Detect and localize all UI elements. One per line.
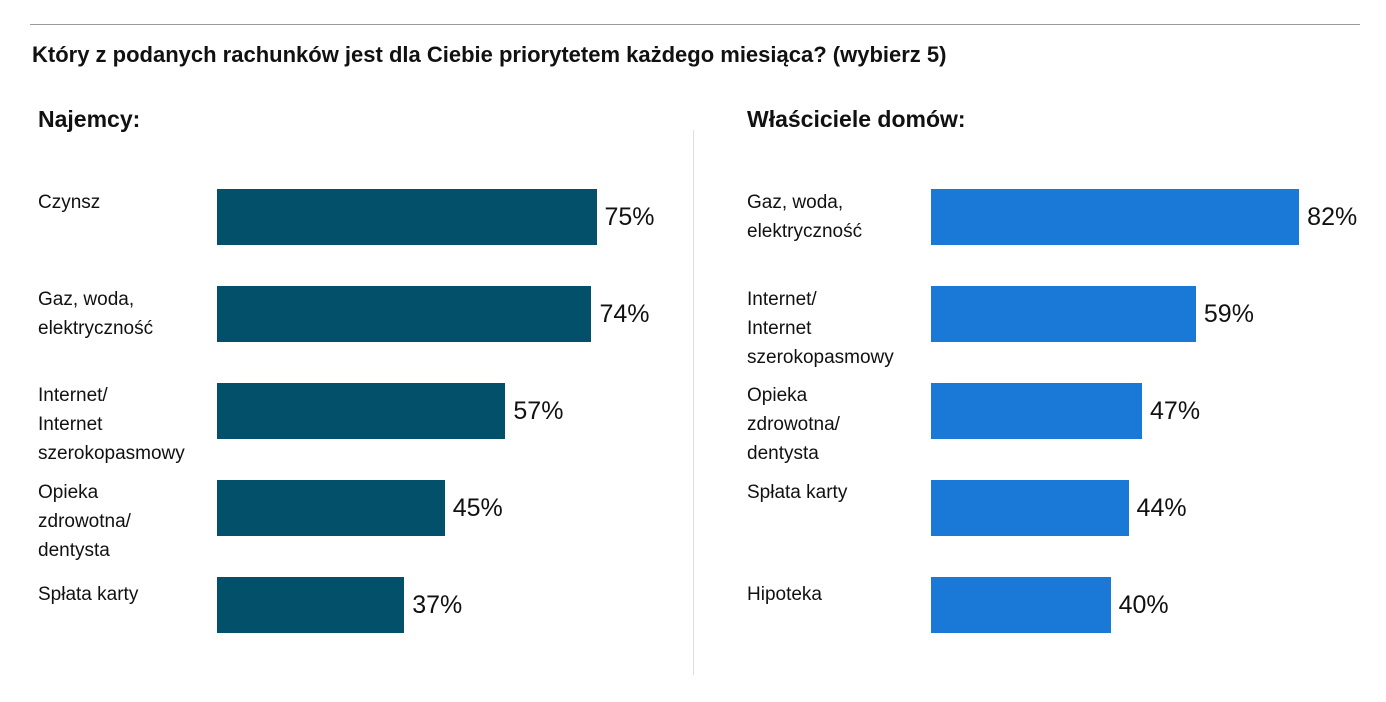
category-label: Internet/Internet szerokopasmowy <box>747 285 927 372</box>
category-label-line: Internet/ <box>747 289 817 310</box>
category-label: Gaz, woda, elektryczność <box>747 188 927 246</box>
category-label-line: Internet <box>747 318 812 339</box>
category-label-line: elektryczność <box>747 221 863 242</box>
category-label-line: Gaz, woda, <box>747 192 844 213</box>
category-label-line: Internet/ <box>38 385 108 406</box>
bar-value-label: 57% <box>513 397 564 425</box>
category-label: Spłata karty <box>38 580 218 609</box>
column-divider <box>693 130 694 675</box>
category-label: Opieka zdrowotna/dentysta <box>38 478 218 565</box>
category-label-line: Hipoteka <box>747 584 822 605</box>
bar <box>931 189 1300 245</box>
category-label-line: Opieka <box>747 385 808 406</box>
bar <box>217 189 597 245</box>
category-label-line: zdrowotna/ <box>38 511 131 532</box>
category-label-line: szerokopasmowy <box>38 443 185 464</box>
bar-value-label: 75% <box>604 203 655 231</box>
bar <box>931 480 1129 536</box>
bar-value-label: 37% <box>412 591 463 619</box>
bar <box>217 383 506 439</box>
category-label-line: Internet <box>38 414 103 435</box>
category-label: Spłata karty <box>747 478 927 507</box>
category-label: Czynsz <box>38 188 218 217</box>
category-label: Gaz, woda, elektryczność <box>38 285 218 343</box>
category-label-line: szerokopasmowy <box>747 347 894 368</box>
bar-value-label: 45% <box>452 494 503 522</box>
chart-title: Który z podanych rachunków jest dla Cieb… <box>32 42 947 67</box>
category-label-line: Spłata karty <box>747 482 848 503</box>
category-label-line: Opieka <box>38 482 99 503</box>
category-label-line: Spłata karty <box>38 584 139 605</box>
category-label-line: Gaz, woda, <box>38 289 135 310</box>
bar <box>217 577 405 633</box>
bar-value-label: 47% <box>1150 397 1201 425</box>
renters-heading: Najemcy: <box>38 106 141 132</box>
category-label: Opieka zdrowotna/dentysta <box>747 381 927 468</box>
category-label: Hipoteka <box>747 580 927 609</box>
bar-value-label: 74% <box>599 300 650 328</box>
category-label-line: zdrowotna/ <box>747 414 840 435</box>
bar <box>931 286 1196 342</box>
bar-value-label: 82% <box>1307 203 1358 231</box>
category-label-line: dentysta <box>38 540 110 561</box>
category-label-line: dentysta <box>747 443 819 464</box>
top-divider <box>30 24 1360 25</box>
category-label-line: elektryczność <box>38 318 154 339</box>
bar-value-label: 40% <box>1118 591 1169 619</box>
homeowners-heading: Właściciele domów: <box>747 106 966 132</box>
bar-value-label: 44% <box>1136 494 1187 522</box>
bar <box>931 577 1111 633</box>
category-label-line: Czynsz <box>38 192 101 213</box>
bar <box>217 480 445 536</box>
bar <box>931 383 1143 439</box>
bar <box>217 286 592 342</box>
category-label: Internet/Internet szerokopasmowy <box>38 381 218 468</box>
bar-value-label: 59% <box>1203 300 1254 328</box>
